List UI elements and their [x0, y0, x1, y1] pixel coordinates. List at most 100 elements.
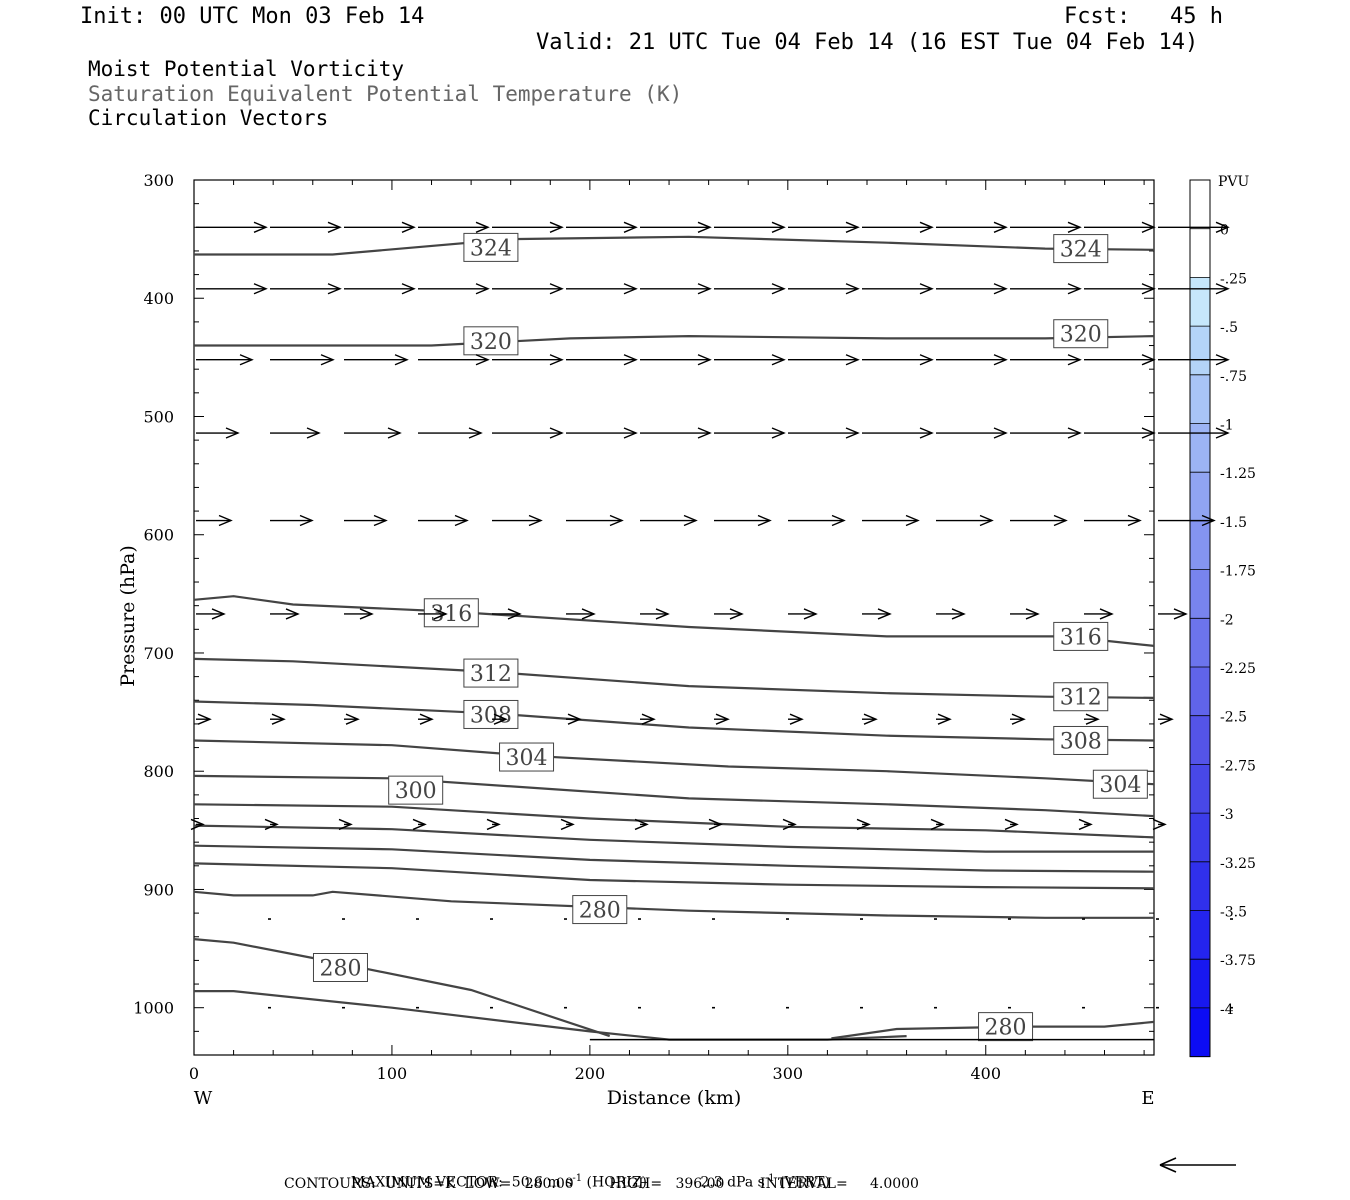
colorbar-tick-label: 0 [1220, 223, 1229, 239]
vector-arrowhead [1141, 427, 1156, 439]
contour-label-box [388, 775, 444, 805]
colorbar-tick-label: -.25 [1220, 271, 1247, 287]
vector-arrowhead [697, 283, 712, 295]
vector-arrowhead [1201, 514, 1216, 527]
vector-arrowhead [401, 283, 416, 295]
contour-label-box [463, 326, 519, 356]
vector-arrowhead [507, 608, 522, 620]
isotherm-contour [193, 844, 1155, 873]
vector-arrowhead [1067, 354, 1082, 366]
vector-arrowhead [1025, 608, 1040, 620]
x-tick-label: 100 [377, 1064, 408, 1083]
colorbar-segment [1190, 813, 1210, 863]
colorbar-tick-label: -.75 [1220, 369, 1247, 385]
colorbar-tick-label: -2 [1220, 612, 1234, 628]
vector-arrowhead [937, 713, 952, 725]
vector-arrowhead [930, 818, 945, 831]
title-mpv: Moist Potential Vorticity [88, 57, 405, 81]
x-axis-label: Distance (km) [607, 1087, 742, 1109]
x-right-label-east: E [1141, 1088, 1154, 1109]
vert-exponent: -1 [764, 1173, 775, 1184]
vert-suffix: (VERT) [774, 1174, 830, 1191]
vector-arrowhead [1127, 514, 1142, 527]
valid-time: Valid: 21 UTC Tue 04 Feb 14 (16 EST Tue … [536, 30, 1199, 55]
vector-arrowhead [782, 818, 797, 831]
colorbar-segment [1190, 374, 1210, 424]
contour-label: 320 [470, 330, 512, 355]
contour-label: 312 [1060, 686, 1102, 711]
vector-arrowhead [567, 713, 582, 725]
vector-arrowhead [359, 608, 374, 620]
isotherm-contour [193, 938, 611, 1038]
vector-arrowhead [1011, 713, 1026, 725]
contour-label-box [463, 232, 519, 262]
colorbar-segment [1190, 667, 1210, 717]
x-tick-label: 300 [773, 1064, 804, 1083]
vector-arrowhead [641, 713, 656, 725]
vector-arrowhead [1215, 427, 1230, 439]
vector-arrowhead [845, 283, 860, 295]
vector-arrowhead [993, 221, 1008, 233]
plot-frame [193, 179, 1155, 1056]
contour-label: 304 [1099, 773, 1141, 798]
vert-value: 2.3 dPa s [700, 1174, 765, 1191]
vector-arrowhead [919, 354, 934, 366]
vector-arrowhead [528, 514, 543, 527]
contour-label-box [1053, 319, 1109, 349]
contour-label-box [423, 598, 479, 628]
contour-label: 300 [395, 779, 437, 804]
y-tick-label: 900 [143, 880, 174, 899]
vector-arrowhead [1215, 283, 1230, 295]
vector-arrowhead [271, 713, 286, 725]
isotherm-contour [193, 803, 1155, 839]
colorbar-tick-label: -1.75 [1220, 564, 1256, 580]
vector-arrowhead [1152, 818, 1167, 831]
colorbar-tick-label: -3.5 [1220, 905, 1247, 921]
vector-arrowhead [1067, 221, 1082, 233]
colorbar-tick-label: -4 [1220, 1002, 1234, 1018]
colorbar-segment [1190, 180, 1210, 230]
vector-arrowhead [919, 283, 934, 295]
y-tick-label: 600 [143, 526, 174, 545]
vector-arrowhead [1141, 221, 1156, 233]
contour-label-box [978, 1012, 1034, 1042]
vector-arrowhead [729, 608, 744, 620]
vector-arrowhead [697, 354, 712, 366]
vector-arrowhead [1159, 713, 1174, 725]
vector-arrowhead [394, 354, 409, 366]
vector-arrowhead [771, 427, 786, 439]
plot-area: 0 100 200 300 400 300 400 500 600 700 800 900 1000 32… [133, 171, 1233, 1083]
vector-arrowhead [623, 283, 638, 295]
vector-arrowhead [803, 608, 818, 620]
x-tick-label: 200 [575, 1064, 606, 1083]
vector-arrowhead [1215, 354, 1230, 366]
vector-arrowhead [225, 427, 240, 439]
contour-label: 312 [470, 662, 512, 687]
pvu-colorbar: 0 -.25 -.5 -.75 -1 -1.25 -1.5 -1.75 -2 -2.25 -2.5 -… [1189, 179, 1256, 1058]
title-theta-es: Saturation Equivalent Potential Temperat… [88, 82, 683, 106]
vector-arrowhead [239, 354, 254, 366]
contour-label: 324 [1060, 238, 1102, 263]
vector-arrowhead [211, 608, 226, 620]
vector-arrowhead [320, 354, 335, 366]
vector-arrowhead [285, 608, 300, 620]
colorbar-segment [1190, 423, 1210, 473]
isotherm-contour [193, 774, 1155, 818]
colorbar-unit: PVU [1218, 174, 1250, 190]
vector-arrowhead [863, 713, 878, 725]
x-tick-label: 0 [189, 1064, 199, 1083]
colorbar-tick-label: -1.25 [1220, 466, 1256, 482]
colorbar-segment [1190, 277, 1210, 327]
vector-arrowhead [1078, 818, 1093, 831]
vector-arrowhead [560, 818, 575, 831]
max-vector-label: MAXIMUM VECTOR: [350, 1174, 503, 1191]
vector-arrowhead [683, 514, 698, 527]
isotherm-contour [194, 334, 1155, 347]
cross-section-chart: 0 -.25 -.5 -.75 -1 -1.25 -1.5 -1.75 -2 -2.25 -2.5 -… [117, 171, 1256, 1109]
vector-arrowhead [993, 427, 1008, 439]
vector-arrowhead [387, 427, 402, 439]
vector-arrowhead [845, 221, 860, 233]
vector-arrowhead [468, 427, 483, 439]
contour-label-box [1053, 682, 1109, 712]
colorbar-segment [1190, 618, 1210, 668]
